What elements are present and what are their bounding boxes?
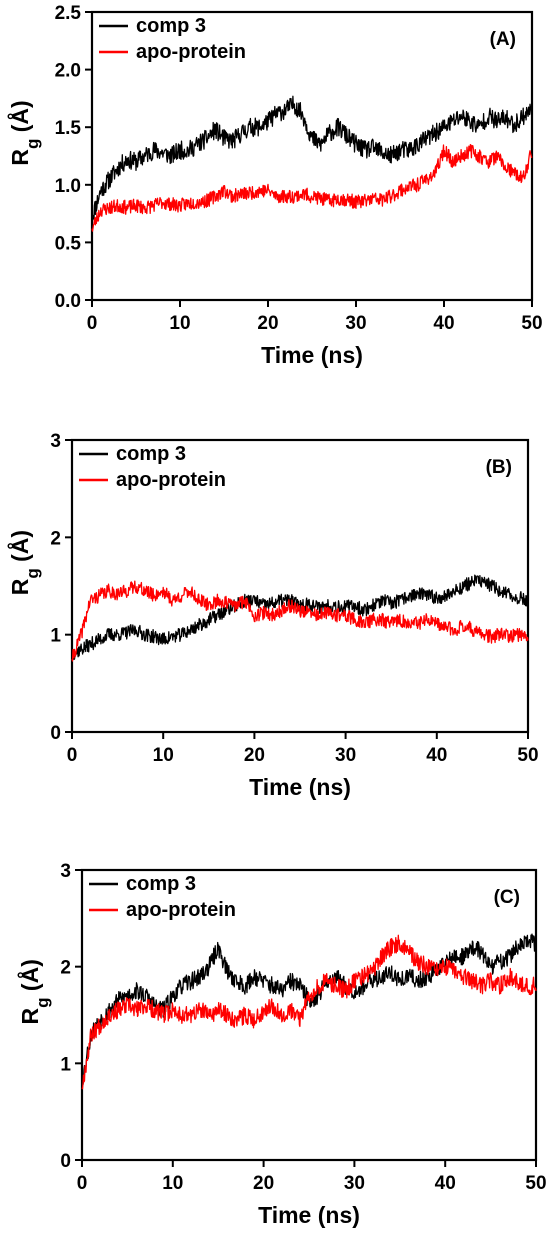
- y-tick-label: 3: [60, 861, 71, 882]
- x-tick-label: 40: [435, 1173, 456, 1194]
- chart-panel-2: 0 10 20 30 40 50 0 1 2 3 Time (ns) Rg (Å) comp 3 apo-…: [6, 431, 539, 800]
- x-tick-label: 10: [162, 1173, 183, 1194]
- x-tick-label: 20: [253, 1173, 274, 1194]
- y-axis-title: Rg (Å): [6, 100, 42, 165]
- y-tick-label: 1.0: [55, 176, 81, 197]
- x-tick-label: 30: [345, 313, 366, 334]
- panel-label: (C): [494, 887, 520, 908]
- plot-frame: [90, 10, 534, 302]
- x-tick-label: 40: [426, 745, 447, 766]
- x-tick-label: 10: [153, 745, 174, 766]
- series-line-apo-protein: [91, 143, 533, 232]
- legend-label: comp 3: [136, 15, 206, 37]
- x-tick-label: 0: [67, 745, 78, 766]
- series-line-comp3: [91, 95, 533, 222]
- series-line-apo-protein: [81, 934, 537, 1090]
- chart-panel-3: 0 10 20 30 40 50 0 1 2 3 Time (ns) Rg (Å) comp 3 apo-…: [16, 861, 547, 1228]
- panel-label: (B): [486, 457, 512, 478]
- y-tick-label: 3: [50, 431, 61, 452]
- y-tick-label: 1: [50, 626, 61, 647]
- plot-frame: [70, 438, 530, 734]
- legend-label: apo-protein: [116, 469, 226, 491]
- legend-label: apo-protein: [126, 899, 236, 921]
- x-tick-label: 10: [169, 313, 190, 334]
- legend-label: comp 3: [116, 443, 186, 465]
- y-tick-label: 0.5: [55, 233, 82, 254]
- x-tick-label: 40: [433, 313, 454, 334]
- plot-frame: [80, 868, 538, 1162]
- x-tick-label: 50: [517, 745, 538, 766]
- x-tick-label: 20: [257, 313, 278, 334]
- series-line-apo-protein: [71, 580, 529, 662]
- y-tick-label: 2.5: [55, 3, 82, 24]
- x-tick-label: 50: [525, 1173, 546, 1194]
- y-axis-title: Rg (Å): [6, 530, 42, 595]
- x-axis-title: Time (ns): [261, 342, 363, 368]
- y-tick-label: 0: [60, 1151, 71, 1172]
- x-tick-label: 30: [335, 745, 356, 766]
- y-tick-label: 2: [50, 528, 61, 549]
- x-axis-title: Time (ns): [249, 774, 351, 800]
- y-tick-label: 1.5: [55, 118, 82, 139]
- y-tick-label: 0.0: [55, 291, 81, 312]
- x-tick-label: 20: [244, 745, 265, 766]
- x-tick-label: 0: [77, 1173, 88, 1194]
- y-axis-title: Rg (Å): [16, 959, 52, 1024]
- legend-label: apo-protein: [136, 41, 246, 63]
- x-tick-label: 0: [87, 313, 98, 334]
- y-tick-label: 0: [50, 723, 61, 744]
- y-tick-label: 2.0: [55, 61, 81, 82]
- x-tick-label: 30: [344, 1173, 365, 1194]
- panel-label: (A): [490, 29, 516, 50]
- x-tick-label: 50: [521, 313, 542, 334]
- legend-label: comp 3: [126, 873, 196, 895]
- chart-panel-1: 0 10 20 30 40 50 0.0 0.5 1.0 1.5 2.0 2.5 Time (ns) Rg…: [6, 3, 543, 368]
- x-axis-title: Time (ns): [258, 1202, 360, 1228]
- y-tick-label: 2: [60, 958, 71, 979]
- y-tick-label: 1: [60, 1054, 71, 1075]
